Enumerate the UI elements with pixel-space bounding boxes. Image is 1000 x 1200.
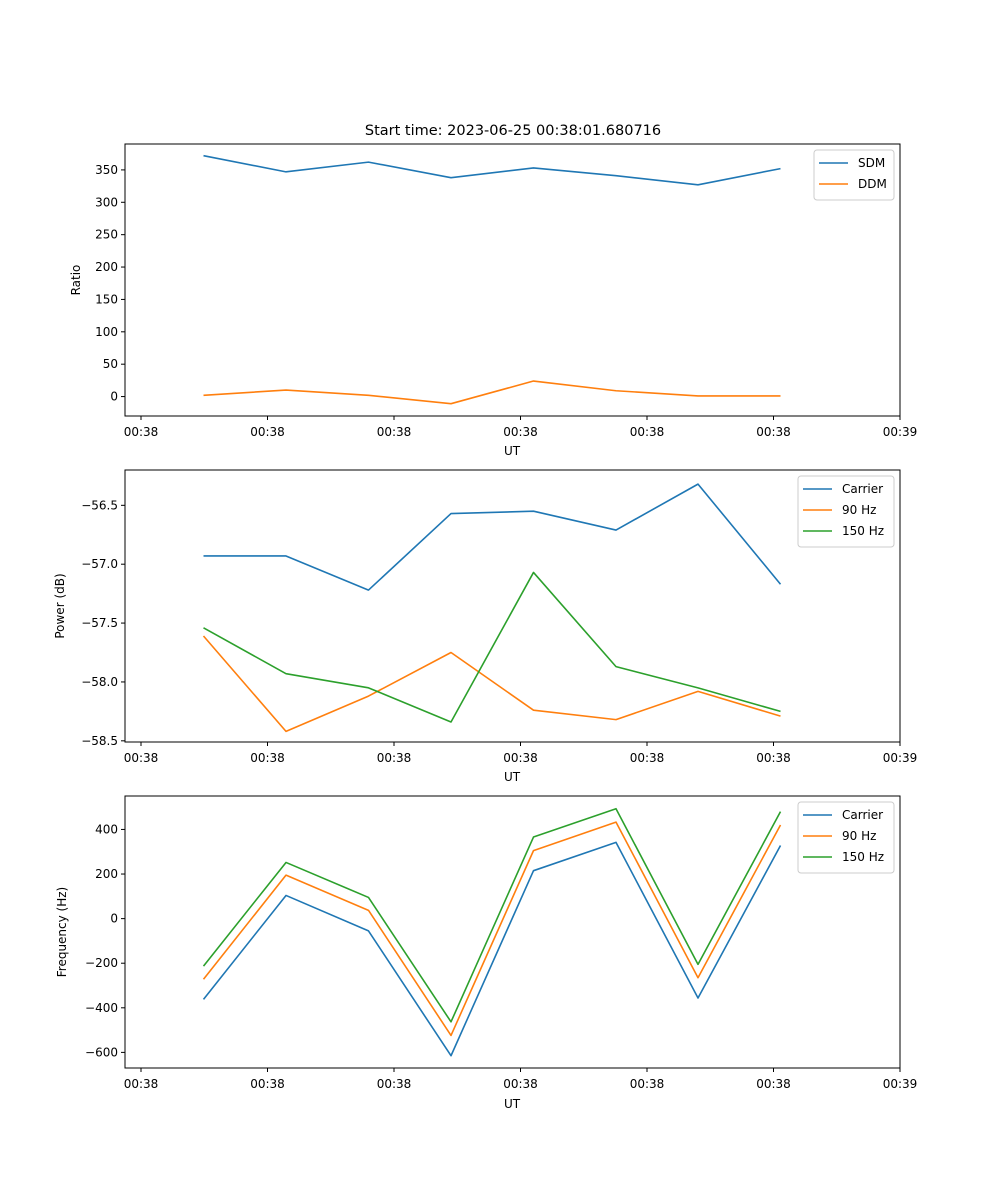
power-panel: −58.5 −58.0 −57.5 −57.0 −56.5 00:38 00:38 00:3… — [53, 469, 918, 784]
x-tick-label: 00:38 — [124, 425, 159, 439]
legend-label: 150 Hz — [842, 524, 884, 538]
legend: Carrier 90 Hz 150 Hz — [797, 801, 895, 874]
x-axis-label: UT — [504, 1097, 521, 1111]
plot-area — [124, 143, 901, 417]
y-tick-label: −200 — [85, 956, 118, 970]
legend-label: Carrier — [842, 808, 883, 822]
legend-label: SDM — [858, 156, 885, 170]
y-axis-label: Frequency (Hz) — [55, 887, 69, 978]
series-line-150-hz — [202, 807, 782, 1023]
legend-label: 90 Hz — [842, 503, 876, 517]
x-tick-label: 00:38 — [503, 751, 538, 765]
y-tick-label: 400 — [95, 822, 118, 836]
x-tick-label: 00:38 — [756, 751, 791, 765]
series-line-carrier — [203, 483, 782, 591]
x-tick-label: 00:39 — [883, 751, 918, 765]
x-tick-label: 00:38 — [377, 1077, 412, 1091]
x-tick-label: 00:38 — [250, 1077, 285, 1091]
x-tick-label: 00:39 — [883, 1077, 918, 1091]
x-axis-label: UT — [504, 770, 521, 784]
y-tick-label: 300 — [95, 195, 118, 209]
x-tick-label: 00:38 — [124, 1077, 159, 1091]
x-tick-label: 00:39 — [883, 425, 918, 439]
y-tick-label: 0 — [110, 390, 118, 404]
y-tick-label: −57.5 — [81, 616, 118, 630]
x-tick-label: 00:38 — [124, 751, 159, 765]
x-tick-label: 00:38 — [503, 425, 538, 439]
y-tick-label: 200 — [95, 260, 118, 274]
plot-area — [124, 795, 901, 1069]
y-tick-label: −58.5 — [81, 734, 118, 748]
y-tick-label: 150 — [95, 292, 118, 306]
legend-label: 90 Hz — [842, 829, 876, 843]
y-tick-label: −400 — [85, 1001, 118, 1015]
x-tick-label: 00:38 — [756, 425, 791, 439]
x-tick-label: 00:38 — [630, 1077, 665, 1091]
ratio-panel: Start time: 2023-06-25 00:38:01.680716 0… — [69, 123, 917, 458]
y-tick-label: 100 — [95, 325, 118, 339]
y-tick-label: 50 — [103, 357, 118, 371]
chart-title: Start time: 2023-06-25 00:38:01.680716 — [365, 123, 661, 139]
legend-label: DDM — [858, 177, 887, 191]
y-tick-label: −57.0 — [81, 557, 118, 571]
series-line-carrier — [202, 841, 782, 1057]
y-axis-label: Power (dB) — [53, 573, 67, 638]
series-line-90-hz — [202, 821, 782, 1037]
y-tick-label: 200 — [95, 867, 118, 881]
x-tick-label: 00:38 — [630, 751, 665, 765]
y-tick-label: −56.5 — [81, 498, 118, 512]
x-tick-label: 00:38 — [250, 751, 285, 765]
x-tick-label: 00:38 — [250, 425, 285, 439]
x-tick-label: 00:38 — [377, 751, 412, 765]
legend-box — [797, 801, 895, 874]
x-tick-label: 00:38 — [377, 425, 412, 439]
plot-area — [124, 469, 901, 743]
y-tick-label: −58.0 — [81, 675, 118, 689]
y-tick-label: 250 — [95, 228, 118, 242]
legend-box — [797, 475, 895, 548]
series-line-150-hz — [203, 571, 781, 723]
x-tick-label: 00:38 — [630, 425, 665, 439]
series-line-ddm — [203, 380, 781, 405]
frequency-panel: −600 −400 −200 0 200 400 00:38 00:38 00:38 00:38… — [55, 795, 918, 1111]
series-line-90-hz — [202, 635, 781, 733]
y-tick-label: −600 — [85, 1045, 118, 1059]
legend-label: 150 Hz — [842, 850, 884, 864]
series-line-sdm — [203, 154, 781, 186]
y-tick-label: 0 — [110, 912, 118, 926]
x-tick-label: 00:38 — [503, 1077, 538, 1091]
legend: Carrier 90 Hz 150 Hz — [797, 475, 895, 548]
x-axis-label: UT — [504, 444, 521, 458]
y-tick-label: 350 — [95, 163, 118, 177]
y-axis-label: Ratio — [69, 265, 83, 296]
x-tick-label: 00:38 — [756, 1077, 791, 1091]
legend-label: Carrier — [842, 482, 883, 496]
legend: SDM DDM — [813, 149, 895, 201]
